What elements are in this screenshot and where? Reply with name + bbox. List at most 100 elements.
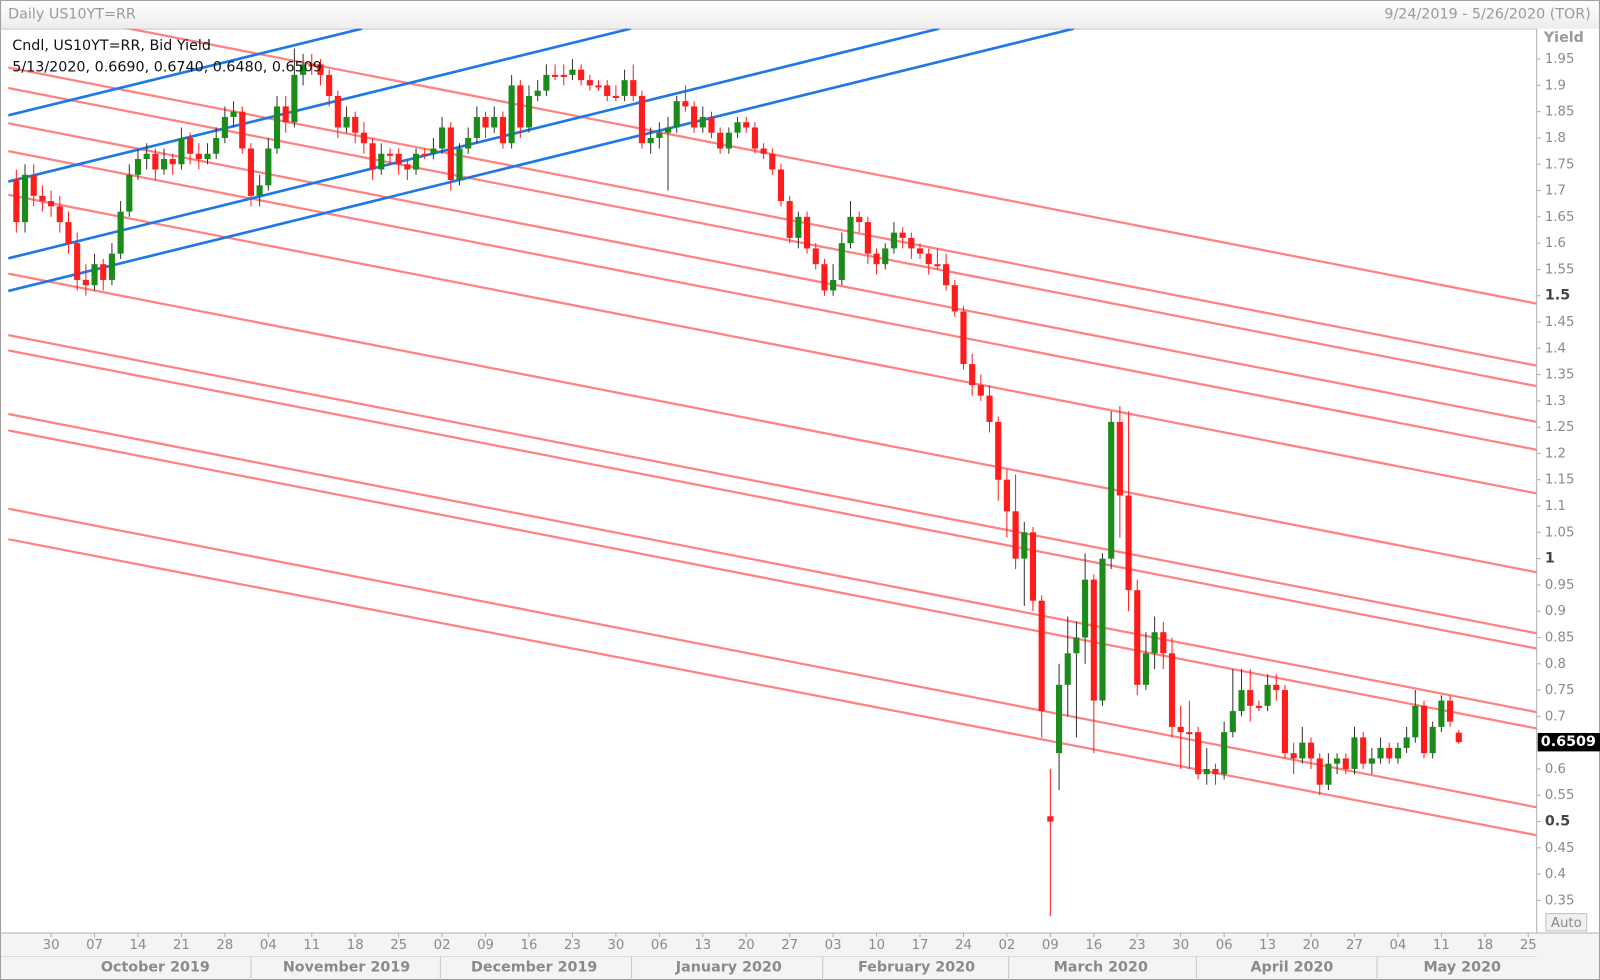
trendline [8,507,1537,809]
candle-body [291,74,298,123]
candle-body [552,74,559,77]
candle-body [82,279,89,286]
trendline [8,150,1537,451]
candle-body [204,153,211,160]
trendline [8,122,1537,424]
auto-scale-button[interactable] [1545,913,1588,932]
candle-body [1307,742,1315,759]
candle-body [873,253,880,265]
candle-body [108,253,115,280]
chart-title: Daily US10YT=RR [8,6,136,22]
month-label: December 2019 [471,960,597,976]
candle-body [334,95,341,128]
candle-body [421,153,428,156]
y-axis-label: Yield [1543,30,1584,46]
candle-body [499,116,506,144]
y-tick-label: 0.7 [1545,709,1566,724]
candle-body [1212,768,1219,775]
y-tick-label: 0.55 [1545,788,1575,803]
candle-body [395,153,402,165]
candle-body [326,74,333,96]
y-tick-label: 1.4 [1545,341,1566,356]
candle-body [74,243,81,280]
candle-body [1429,726,1436,754]
candle-body [803,216,811,249]
candle-body [1160,632,1167,654]
candle-body [1238,690,1245,712]
candle-body [1420,705,1428,754]
candle-body [943,264,950,286]
candle-body [1412,705,1419,738]
x-tick-label: 30 [607,938,624,953]
candle-body [412,153,420,170]
candle-body [1264,684,1271,706]
candle-body [751,127,758,149]
candle-body [578,69,585,81]
candle-body [1142,653,1150,685]
header-bar [0,0,1600,30]
candle-body [734,122,741,133]
month-label: May 2020 [1423,960,1501,976]
y-axis-area [1536,28,1600,933]
auto-scale-label[interactable]: Auto [1551,916,1582,931]
y-tick-label: 1.6 [1545,236,1566,251]
candle-body [1012,511,1019,559]
candle-body [717,132,724,149]
candle-body [1186,732,1193,735]
candle-body [1334,758,1341,764]
candle-body [1047,816,1054,822]
candle-body [760,148,767,154]
candle-body [725,132,732,149]
x-tick-label: 17 [912,938,929,953]
x-tick-label: 02 [434,938,451,953]
candle-body [221,116,228,138]
y-tick-label: 1 [1545,551,1555,567]
candle-body [786,201,793,238]
month-label: March 2020 [1054,960,1148,976]
candle-body [482,116,489,128]
trendline [8,28,363,117]
y-tick-label: 1.45 [1545,315,1575,330]
trendline [8,349,1537,650]
x-tick-label: 24 [955,938,972,953]
month-label: October 2019 [101,960,210,976]
month-label: November 2019 [283,960,410,976]
candle-body [699,116,706,128]
candle-body [273,106,281,149]
candle-body [439,127,446,149]
candle-body [864,222,871,254]
candle-body [126,174,133,212]
y-tick-label: 0.85 [1545,630,1575,645]
candle-body [621,80,628,96]
x-tick-label: 16 [521,938,538,953]
trendline [8,412,1537,714]
candle-body [378,153,385,170]
candle-body [117,211,124,254]
candle-body [1203,768,1210,775]
trendline [8,28,631,183]
y-tick-label: 1.2 [1545,446,1566,461]
trendline [8,538,1537,837]
y-tick-label: 1.95 [1545,52,1575,67]
candle-body [908,237,915,249]
candle-body [1394,747,1401,759]
x-tick-label: 11 [303,938,320,953]
trendline [8,28,1075,293]
x-tick-label: 20 [1303,938,1320,953]
y-tick-label: 1.35 [1545,368,1575,383]
candle-body [769,153,776,170]
y-tick-label: 1.65 [1545,210,1575,225]
x-tick-label: 07 [86,938,103,953]
candle-body [517,85,524,128]
x-tick-label: 28 [216,938,233,953]
candle-body [586,80,593,86]
candle-body [1099,558,1106,701]
x-tick-label: 27 [1346,938,1363,953]
x-tick-label: 11 [1433,938,1450,953]
candle-body [543,74,550,91]
y-tick-label: 1.75 [1545,157,1575,172]
candle-body [916,248,924,254]
candle-body [152,153,159,170]
